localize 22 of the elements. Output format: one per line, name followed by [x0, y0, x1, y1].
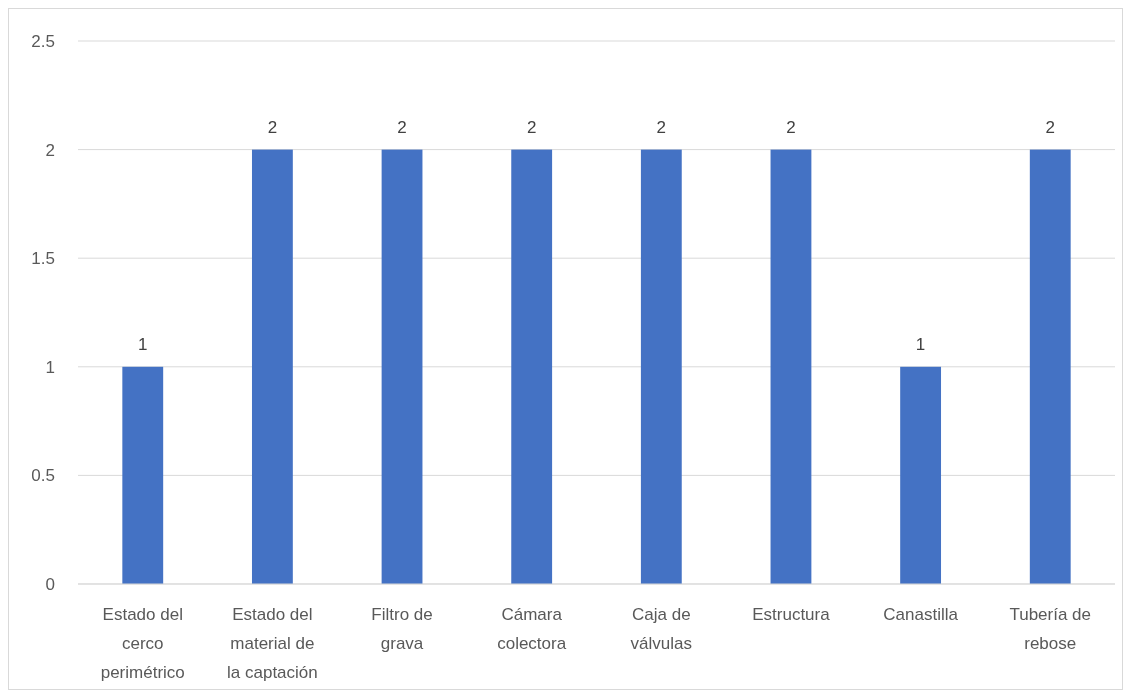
x-tick-label: Filtro de grava	[371, 605, 433, 653]
y-tick-label: 1.5	[31, 249, 55, 269]
data-label: 1	[138, 334, 148, 354]
x-tick-label: Estado del cerco perimétrico	[100, 605, 185, 682]
y-tick-label: 2.5	[31, 31, 55, 51]
x-tick-label: Estado del material de la captación	[227, 605, 318, 682]
data-label: 2	[786, 117, 796, 137]
x-tick-label: Canastilla	[883, 605, 959, 624]
data-label: 2	[656, 117, 667, 137]
data-label: 2	[397, 117, 407, 137]
x-tick-label: Cámara colectora	[497, 605, 567, 653]
y-tick-label: 1	[45, 357, 55, 377]
y-tick-label: 0.5	[31, 466, 55, 486]
x-tick-label: Tubería de rebose	[1009, 605, 1092, 653]
data-label: 2	[267, 117, 278, 137]
x-tick-label: Estructura	[752, 605, 831, 624]
data-label: 2	[1045, 117, 1055, 137]
data-label: 1	[915, 334, 926, 354]
y-tick-label: 2	[45, 140, 55, 160]
x-tick-label: Caja de válvulas	[630, 605, 693, 653]
data-label: 2	[526, 117, 537, 137]
y-tick-label: 0	[45, 574, 55, 594]
